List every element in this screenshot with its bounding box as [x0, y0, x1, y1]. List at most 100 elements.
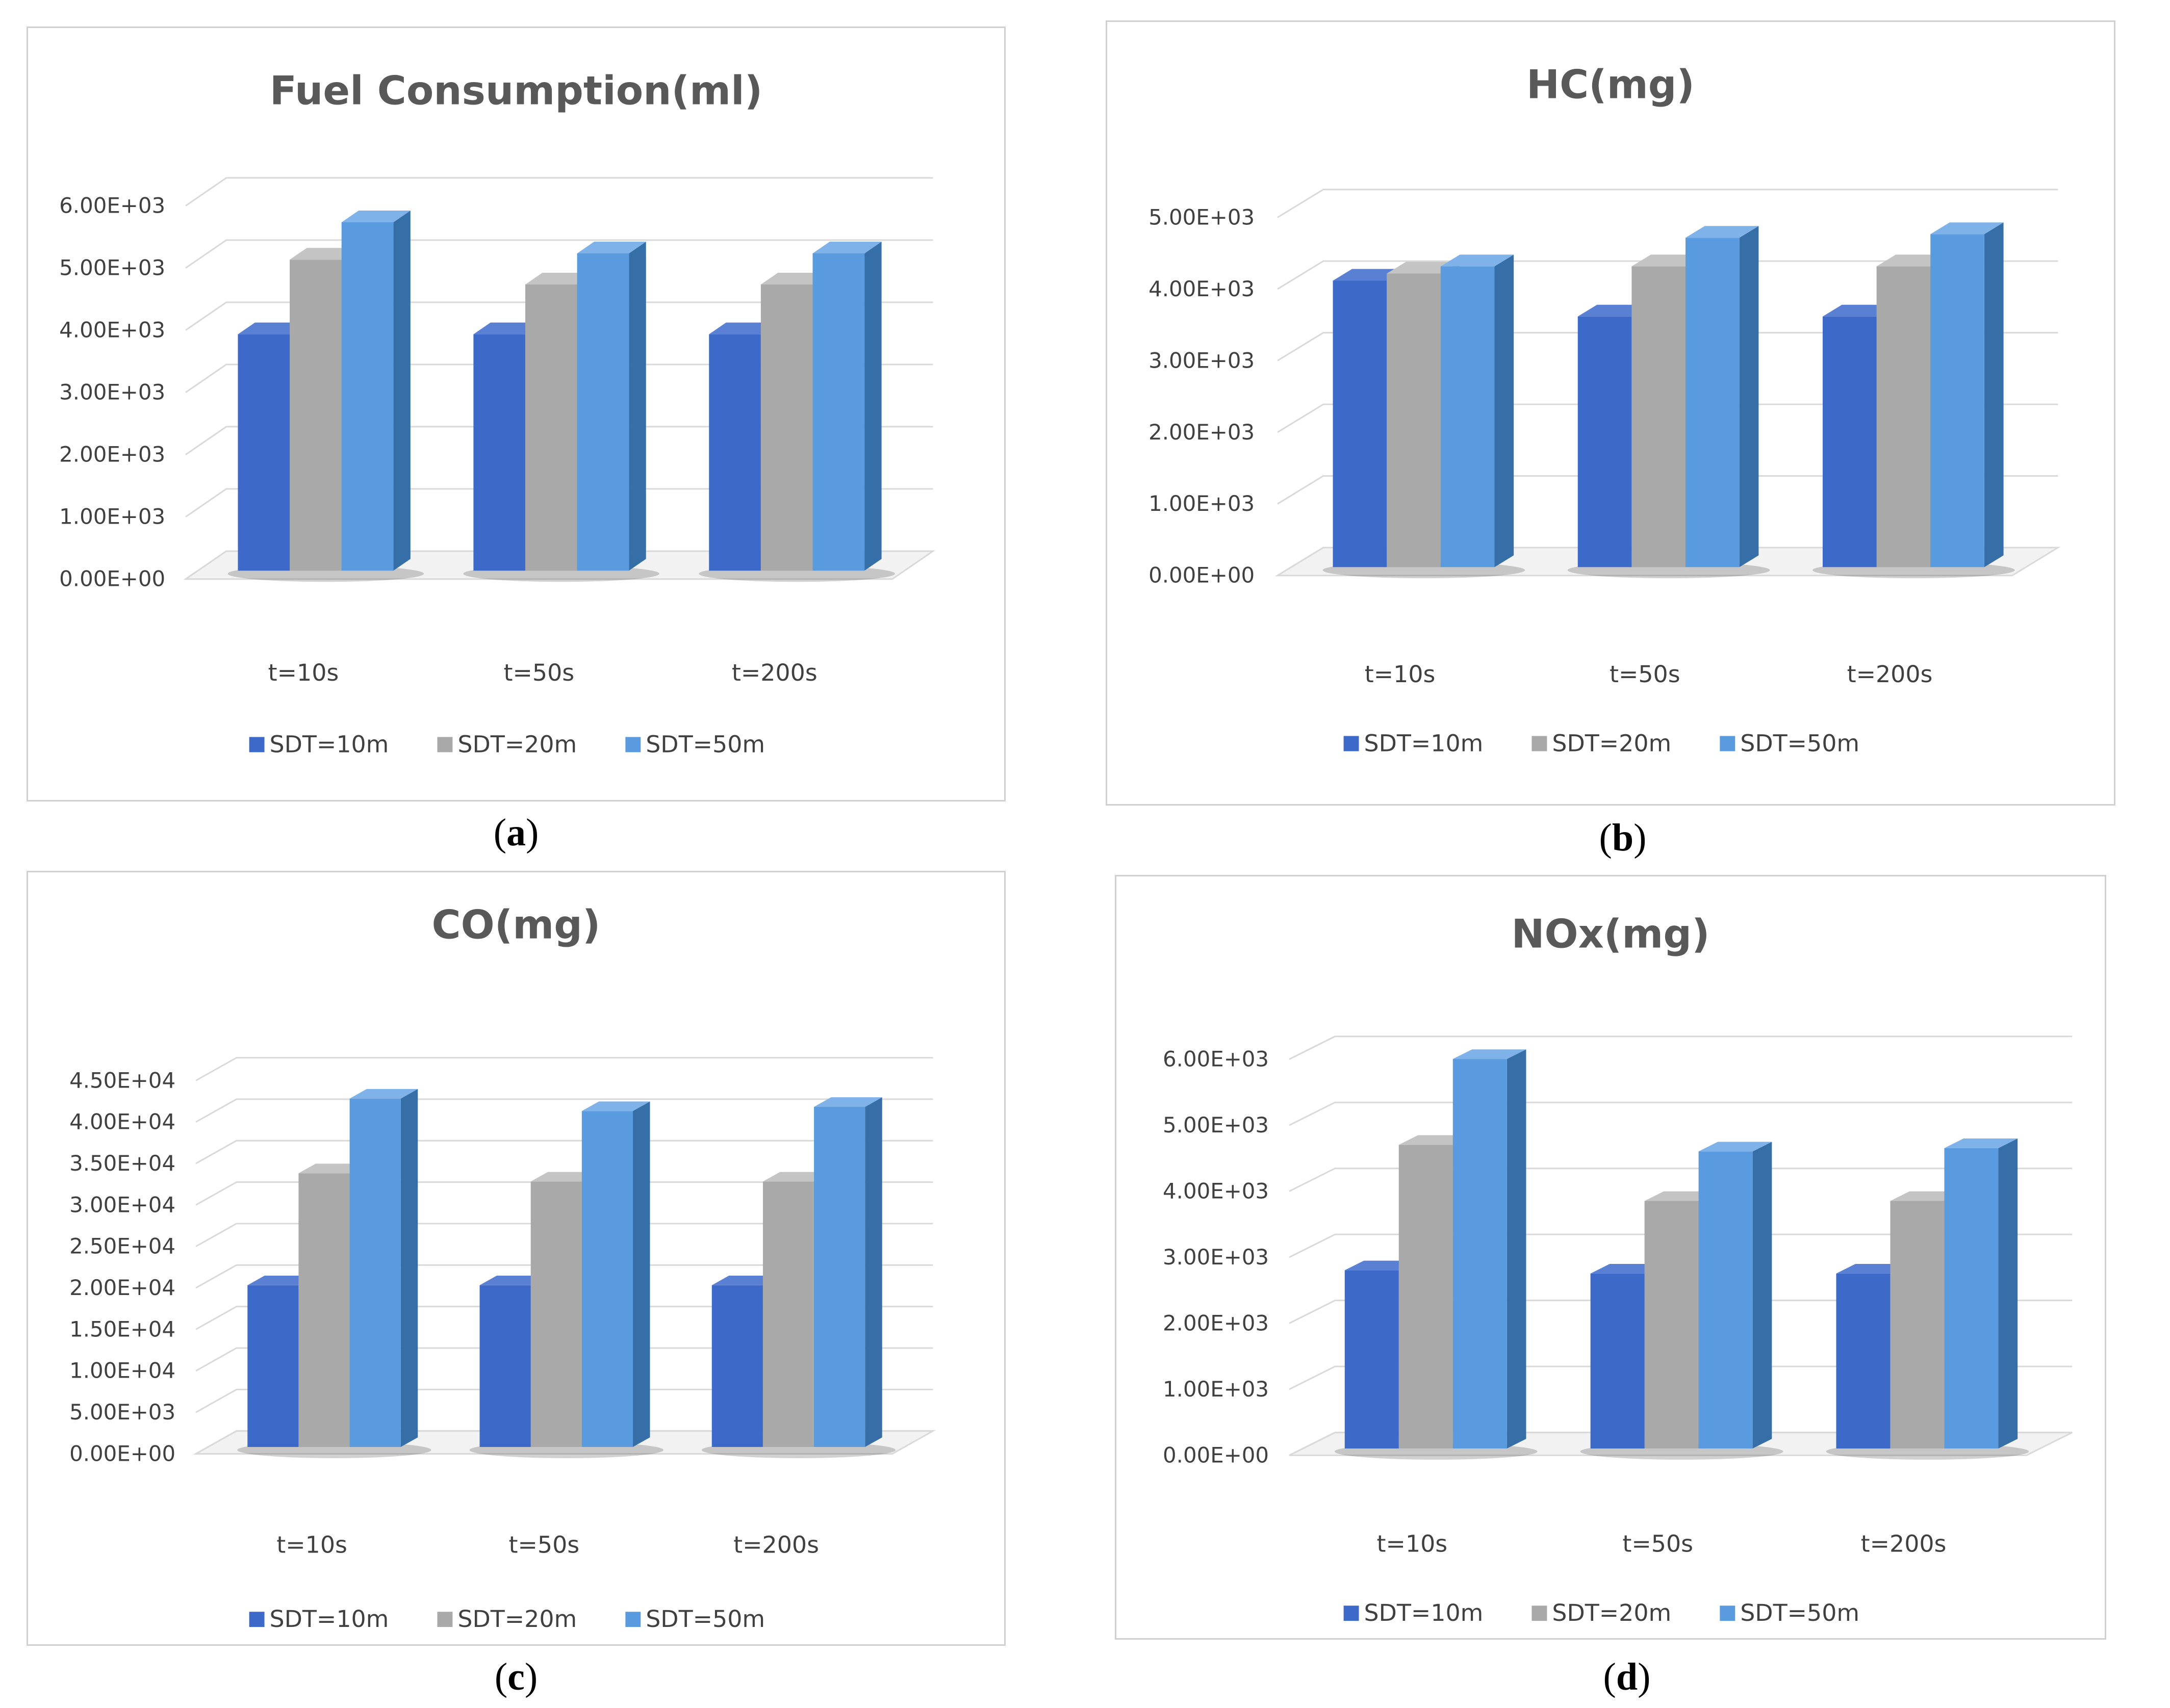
y-tick-label: 1.00E+03	[1148, 491, 1255, 516]
bar-front	[1590, 1273, 1645, 1448]
legend-label: SDT=10m	[270, 1605, 389, 1633]
y-tick-label: 4.50E+04	[69, 1068, 175, 1093]
gridline	[185, 364, 933, 393]
bar-side	[1507, 1049, 1526, 1448]
bar-top	[238, 322, 307, 334]
gridline	[195, 1264, 933, 1289]
legend-label: SDT=10m	[1364, 1599, 1483, 1626]
y-tick-label: 2.00E+03	[59, 442, 165, 467]
y-tick-label: 3.00E+03	[1163, 1245, 1269, 1270]
bar-front	[1333, 280, 1387, 567]
bar-side	[1494, 254, 1514, 567]
x-category-label: t=10s	[268, 659, 339, 686]
bar-side	[629, 241, 646, 571]
bar-top	[581, 1101, 650, 1111]
y-tick-label: 4.00E+03	[59, 318, 165, 343]
bar-sdt-50m-t-200s	[814, 1097, 882, 1447]
bar-front	[1387, 273, 1441, 567]
bar-top	[473, 322, 543, 334]
bar-front	[1930, 234, 1984, 567]
x-category-label: t=50s	[1610, 660, 1680, 688]
bar-sdt-50m-t-10s	[1440, 254, 1514, 567]
gridline	[1277, 475, 2058, 505]
legend-label: SDT=50m	[646, 730, 765, 758]
bar-front	[1890, 1201, 1945, 1448]
bar-sdt-50m-t-50s	[1698, 1142, 1772, 1448]
x-category-label: t=200s	[1847, 660, 1933, 688]
x-category-label: t=10s	[1377, 1530, 1448, 1558]
bar-top	[814, 1097, 882, 1107]
bar-side	[864, 241, 882, 571]
chart-svg-fuel-consumption: Fuel Consumption(ml) 0.00E+00 1.00E+03 2.00…	[59, 68, 936, 758]
bar-top	[1686, 226, 1759, 238]
y-tick-label: 2.50E+04	[69, 1234, 175, 1259]
x-category-label: t=200s	[1861, 1530, 1947, 1558]
y-tick-label: 3.00E+03	[59, 380, 165, 405]
bar-front	[1944, 1148, 1999, 1448]
bar-front	[1836, 1273, 1891, 1448]
gridline	[185, 426, 933, 455]
y-tick-label: 0.00E+00	[69, 1441, 175, 1466]
y-tick-label: 0.00E+00	[59, 566, 165, 591]
bar-top	[290, 248, 359, 260]
y-tick-label: 0.00E+00	[1148, 563, 1255, 588]
legend-swatch	[1720, 1606, 1735, 1621]
bar-side	[1752, 1142, 1772, 1448]
legend-swatch	[1343, 736, 1359, 752]
y-tick-label: 4.00E+03	[1163, 1178, 1269, 1203]
chart-panel-fuel-consumption: Fuel Consumption(ml) 0.00E+00 1.00E+03 2.00…	[27, 27, 1006, 801]
legend-swatch	[1531, 1606, 1547, 1621]
gridline	[185, 239, 933, 269]
gridline	[1289, 1365, 2073, 1390]
gridline	[185, 488, 933, 517]
legend-swatch	[1531, 736, 1547, 752]
bar-top	[341, 210, 411, 222]
legend-swatch	[625, 737, 641, 753]
bar-sdt-50m-t-10s	[341, 210, 411, 571]
y-tick-label: 4.00E+03	[1148, 276, 1255, 301]
y-tick-label: 0.00E+00	[1163, 1442, 1269, 1467]
y-tick-label: 3.00E+03	[1148, 348, 1255, 373]
gridline	[1289, 1168, 2073, 1192]
bar-front	[812, 253, 865, 571]
bar-front	[577, 253, 629, 571]
gridline	[1289, 1432, 2073, 1456]
bar-front	[238, 334, 290, 571]
bar-front	[1577, 316, 1632, 567]
bar-sdt-50m-t-10s	[349, 1089, 418, 1447]
y-tick-label: 1.00E+04	[69, 1358, 175, 1383]
caption-d: (d)	[1603, 1655, 1651, 1698]
legend-swatch	[1343, 1606, 1359, 1621]
bar-sdt-50m-t-50s	[577, 241, 646, 571]
gridline	[185, 301, 933, 331]
legend-swatch	[437, 1612, 453, 1627]
gridline	[195, 1347, 933, 1372]
y-tick-label: 5.00E+03	[69, 1400, 175, 1425]
gridline	[1289, 1101, 2073, 1126]
bar-top	[349, 1089, 418, 1099]
gridline	[195, 1181, 933, 1206]
chart-svg-hc: HC(mg) 0.00E+00 1.00E+03 2.00E+03 3.00E+03 4.…	[1148, 62, 2061, 757]
bar-sdt-50m-t-50s	[1686, 226, 1759, 567]
caption-b: (b)	[1599, 816, 1647, 859]
bar-top	[1930, 222, 2004, 235]
gridline	[1277, 403, 2058, 433]
gridline	[1289, 1233, 2073, 1258]
chart-panel-nox: NOx(mg) 0.00E+00 1.00E+03 2.00E+03 3.00E+03 4…	[1115, 875, 2106, 1640]
legend-label: SDT=20m	[457, 1605, 577, 1633]
y-tick-label: 1.50E+04	[69, 1316, 175, 1341]
bar-front	[525, 284, 577, 571]
chart-d: NOx(mg) 0.00E+00 1.00E+03 2.00E+03 3.00E+03 4…	[1163, 911, 2073, 1626]
gridline	[185, 177, 933, 206]
bar-front	[530, 1181, 582, 1447]
bar-top	[1698, 1142, 1772, 1152]
bar-front	[1644, 1201, 1699, 1448]
bar-front	[760, 284, 813, 571]
bar-front	[1398, 1145, 1453, 1448]
bar-front	[1440, 266, 1495, 567]
bar-front	[814, 1107, 865, 1447]
caption-a: (a)	[493, 811, 539, 854]
chart-b: HC(mg) 0.00E+00 1.00E+03 2.00E+03 3.00E+03 4.…	[1148, 62, 2061, 757]
gridline	[195, 1430, 933, 1455]
bar-side	[865, 1097, 882, 1447]
